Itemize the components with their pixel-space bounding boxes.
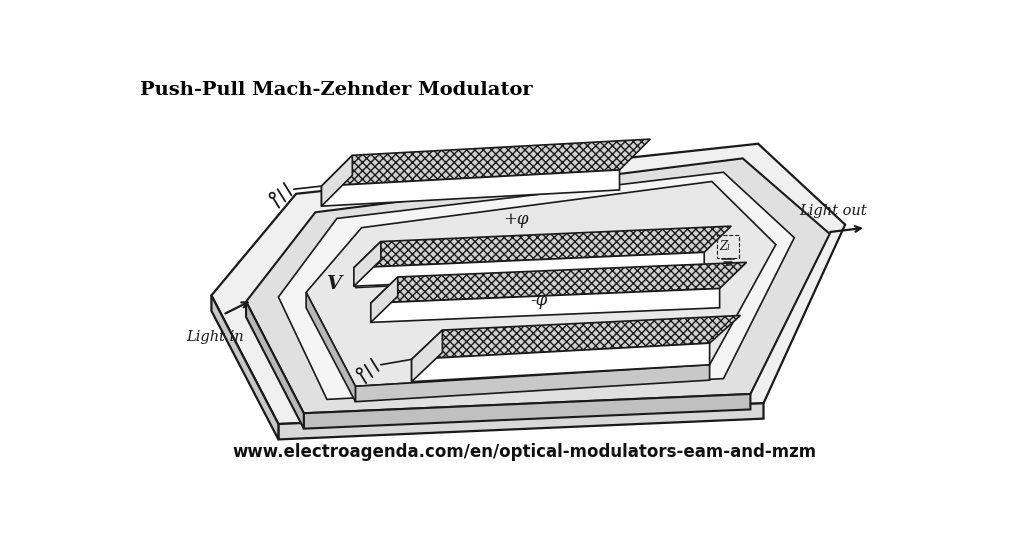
Text: V: V <box>327 275 342 293</box>
Bar <box>717 235 739 258</box>
Polygon shape <box>354 252 705 286</box>
Polygon shape <box>412 343 710 382</box>
Circle shape <box>269 193 274 198</box>
Text: Zₗ: Zₗ <box>720 241 730 253</box>
Polygon shape <box>322 139 650 186</box>
Polygon shape <box>304 394 751 429</box>
Text: Light in: Light in <box>186 330 244 344</box>
Polygon shape <box>355 365 710 402</box>
Text: www.electroagenda.com/en/optical-modulators-eam-and-mzm: www.electroagenda.com/en/optical-modulat… <box>232 443 817 461</box>
Text: Light out: Light out <box>799 205 866 219</box>
Polygon shape <box>412 315 740 359</box>
Text: +φ: +φ <box>503 212 528 228</box>
Polygon shape <box>322 170 620 206</box>
Polygon shape <box>371 288 720 322</box>
Text: Push-Pull Mach-Zehnder Modulator: Push-Pull Mach-Zehnder Modulator <box>140 82 532 99</box>
Polygon shape <box>371 263 746 303</box>
Polygon shape <box>246 302 304 429</box>
Polygon shape <box>211 144 845 424</box>
Polygon shape <box>412 330 442 382</box>
Polygon shape <box>246 158 829 413</box>
Polygon shape <box>354 226 731 268</box>
Polygon shape <box>306 292 355 402</box>
Polygon shape <box>279 172 795 400</box>
Polygon shape <box>211 295 279 439</box>
Polygon shape <box>306 182 776 386</box>
Polygon shape <box>354 242 381 286</box>
Polygon shape <box>279 403 764 439</box>
Circle shape <box>356 368 361 374</box>
Polygon shape <box>371 277 397 322</box>
Text: -φ: -φ <box>530 292 547 309</box>
Polygon shape <box>322 155 352 206</box>
